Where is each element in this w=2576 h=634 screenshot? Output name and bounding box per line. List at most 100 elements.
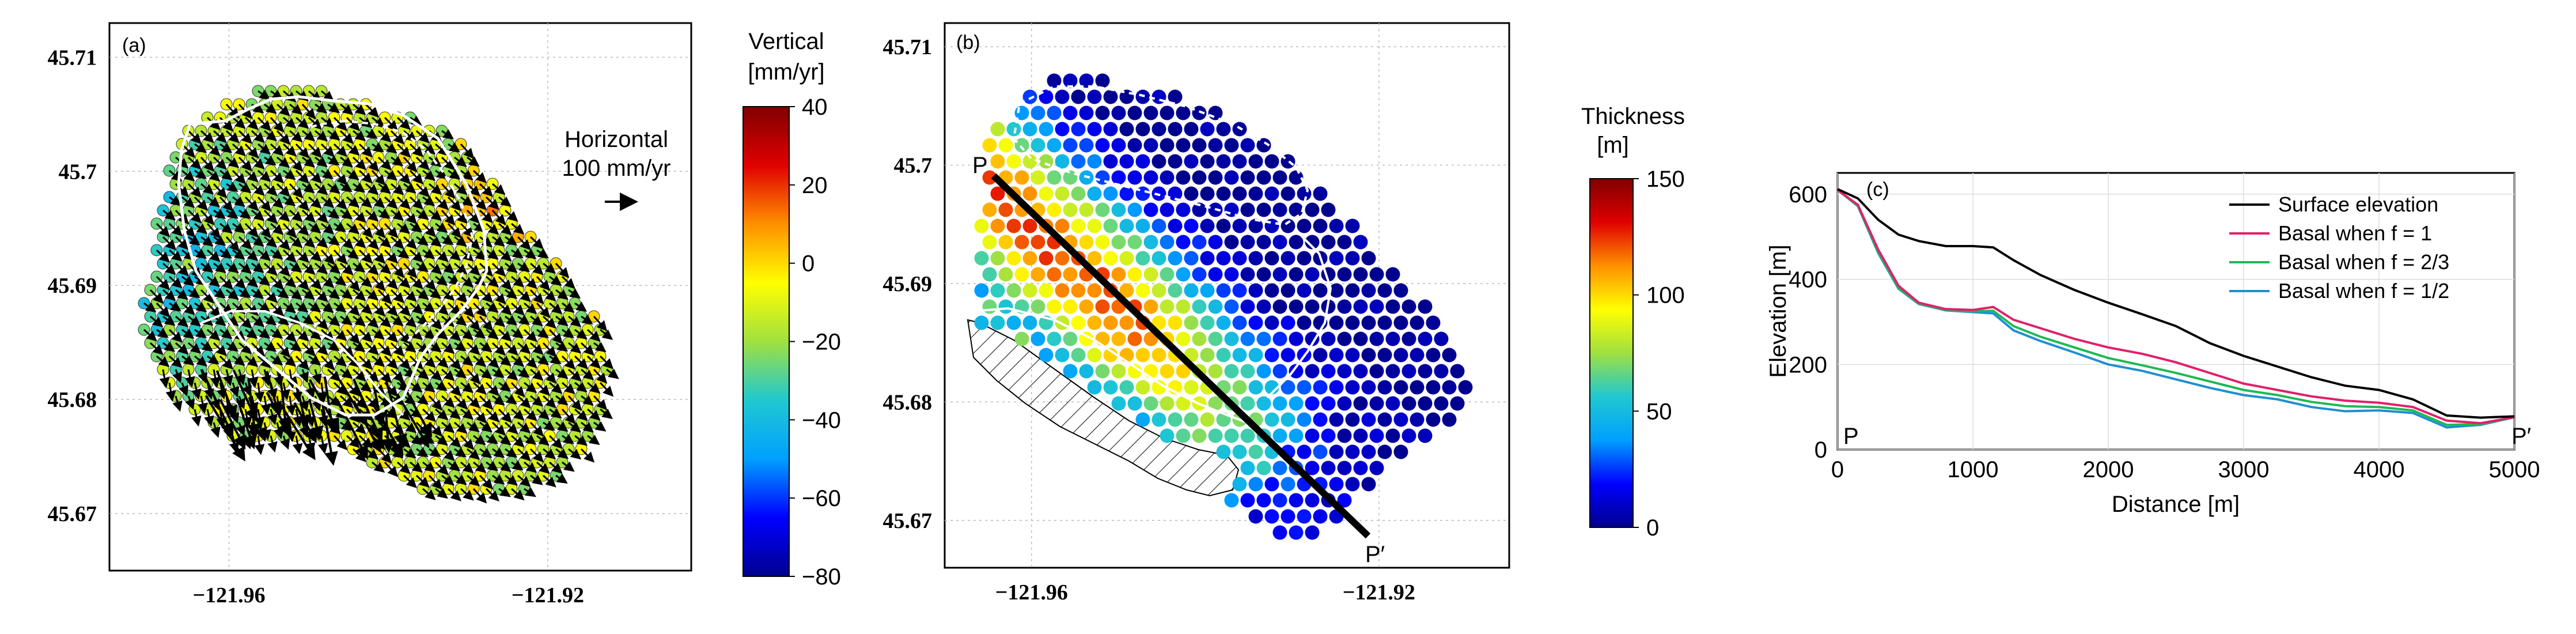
velocity-vector bbox=[377, 156, 392, 171]
map-point bbox=[1337, 267, 1352, 282]
map-point bbox=[1418, 428, 1433, 443]
map-point bbox=[1063, 299, 1078, 314]
map-point bbox=[1361, 251, 1376, 266]
map-point bbox=[982, 138, 997, 153]
map-point bbox=[1063, 267, 1078, 282]
velocity-vector bbox=[296, 116, 309, 129]
velocity-vector bbox=[219, 169, 233, 180]
map-point bbox=[1006, 315, 1021, 330]
velocity-vector bbox=[283, 276, 297, 288]
velocity-vector bbox=[156, 302, 171, 318]
map-point bbox=[1135, 154, 1150, 169]
map-point bbox=[1184, 412, 1199, 427]
velocity-vector bbox=[371, 169, 386, 186]
velocity-vector bbox=[384, 249, 399, 264]
map-point bbox=[1393, 380, 1408, 395]
map-point bbox=[1031, 138, 1045, 153]
map-point bbox=[1240, 493, 1255, 508]
velocity-vector bbox=[505, 288, 518, 299]
velocity-vector bbox=[213, 183, 228, 199]
map-point bbox=[1297, 380, 1312, 395]
velocity-vector bbox=[175, 289, 188, 300]
map-point bbox=[1305, 428, 1320, 443]
velocity-vector bbox=[403, 262, 418, 278]
map-point bbox=[1031, 299, 1045, 314]
velocity-vector bbox=[555, 262, 570, 278]
map-point bbox=[1313, 283, 1328, 298]
map-point bbox=[1111, 138, 1126, 153]
velocity-vector bbox=[486, 276, 499, 288]
map-point bbox=[1022, 251, 1037, 266]
map-point bbox=[1014, 170, 1029, 185]
map-point bbox=[1063, 364, 1078, 379]
map-point bbox=[1006, 251, 1021, 266]
colorbar-tick-label: 40 bbox=[802, 95, 828, 120]
velocity-vector bbox=[156, 249, 170, 263]
map-point bbox=[1345, 412, 1360, 427]
map-point bbox=[1160, 396, 1175, 411]
velocity-vector bbox=[529, 236, 544, 250]
map-point bbox=[1087, 89, 1102, 104]
velocity-vector bbox=[320, 143, 335, 157]
velocity-vector bbox=[238, 130, 253, 144]
map-point bbox=[1176, 202, 1191, 217]
y-tick-label: 600 bbox=[1789, 182, 1827, 207]
map-point bbox=[982, 235, 997, 250]
map-point bbox=[1160, 428, 1175, 443]
map-point bbox=[1264, 283, 1279, 298]
velocity-vector bbox=[181, 196, 195, 208]
map-point bbox=[1103, 186, 1118, 201]
map-point bbox=[1006, 283, 1021, 298]
velocity-vector bbox=[466, 209, 481, 224]
map-point bbox=[1329, 315, 1344, 330]
map-point bbox=[1434, 396, 1449, 411]
map-point bbox=[1345, 218, 1360, 233]
map-point bbox=[1329, 444, 1344, 459]
map-point bbox=[1014, 331, 1029, 346]
velocity-vector bbox=[441, 183, 456, 199]
velocity-vector bbox=[327, 103, 340, 114]
map-point bbox=[1240, 461, 1255, 476]
map-point bbox=[1353, 396, 1368, 411]
velocity-vector bbox=[264, 130, 278, 141]
velocity-vector bbox=[403, 183, 416, 194]
velocity-vector bbox=[206, 249, 221, 262]
map-point bbox=[1047, 331, 1062, 346]
velocity-vector bbox=[365, 262, 379, 276]
map-point bbox=[1127, 235, 1142, 250]
velocity-vector bbox=[194, 196, 209, 211]
velocity-vector bbox=[384, 276, 398, 290]
velocity-vector bbox=[568, 288, 581, 299]
velocity-vector bbox=[162, 262, 176, 275]
velocity-vector bbox=[251, 130, 265, 143]
map-point bbox=[1377, 348, 1392, 363]
velocity-vector bbox=[365, 209, 379, 222]
velocity-vector bbox=[225, 236, 240, 252]
y-tick-label: 45.68 bbox=[883, 390, 933, 414]
map-point bbox=[1305, 493, 1320, 508]
map-point bbox=[1426, 315, 1441, 330]
velocity-vector bbox=[365, 103, 380, 118]
velocity-vector bbox=[276, 209, 290, 222]
velocity-vector bbox=[422, 195, 435, 206]
velocity-vector bbox=[315, 262, 328, 274]
map-point bbox=[1063, 105, 1078, 120]
velocity-vector bbox=[353, 262, 366, 273]
map-point bbox=[1168, 251, 1183, 266]
map-point bbox=[1410, 315, 1425, 330]
map-point bbox=[1337, 331, 1352, 346]
map-point bbox=[1192, 428, 1207, 443]
map-point bbox=[1208, 299, 1223, 314]
map-point bbox=[1240, 267, 1255, 282]
map-point bbox=[1393, 348, 1408, 363]
velocity-vector bbox=[334, 222, 347, 232]
map-point bbox=[1200, 218, 1215, 233]
map-point bbox=[1272, 493, 1287, 508]
velocity-vector bbox=[270, 196, 284, 209]
map-point bbox=[1385, 331, 1400, 346]
map-point bbox=[1111, 396, 1126, 411]
map-point bbox=[1264, 348, 1279, 363]
map-point bbox=[1329, 251, 1344, 266]
map-point bbox=[1353, 428, 1368, 443]
